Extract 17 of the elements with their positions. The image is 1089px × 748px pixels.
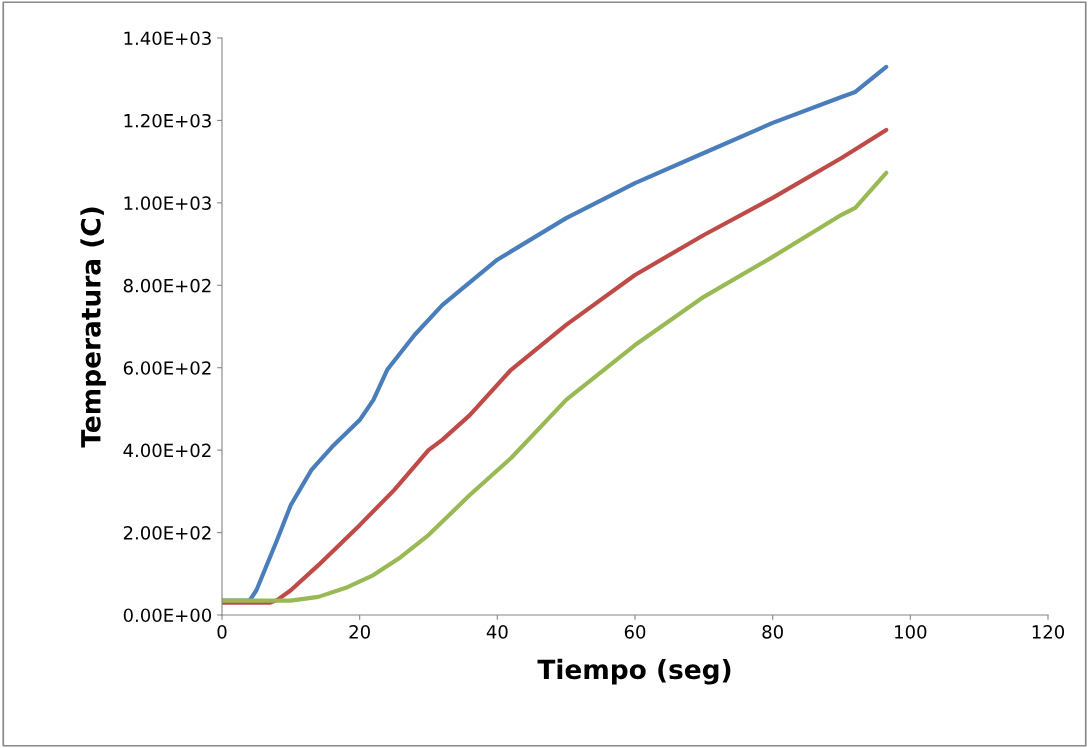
y-tick-label: 2.00E+02	[123, 526, 211, 540]
y-tick-label: 6.00E+02	[123, 361, 211, 375]
x-tick-label: 100	[895, 625, 927, 639]
y-tick-label: 4.00E+02	[123, 443, 211, 458]
y-tick-label: 8.00E+02	[123, 278, 211, 293]
x-tick-label: 60	[624, 625, 646, 639]
x-tick-label: 0	[217, 625, 227, 639]
x-axis-title: Tiempo (seg)	[537, 658, 731, 685]
y-tick-label: 1.00E+03	[124, 196, 211, 210]
x-tick-label: 120	[1032, 625, 1065, 639]
x-tick-label: 40	[486, 625, 508, 639]
x-tick-label: 80	[762, 625, 783, 639]
x-tick-label: 20	[349, 625, 370, 639]
y-tick-label: 1.20E+03	[124, 113, 211, 128]
y-axis-title: Temperatura (C)	[80, 207, 106, 448]
y-tick-label: 1.40E+03	[124, 31, 211, 46]
y-tick-label: 0.00E+00	[123, 608, 212, 623]
